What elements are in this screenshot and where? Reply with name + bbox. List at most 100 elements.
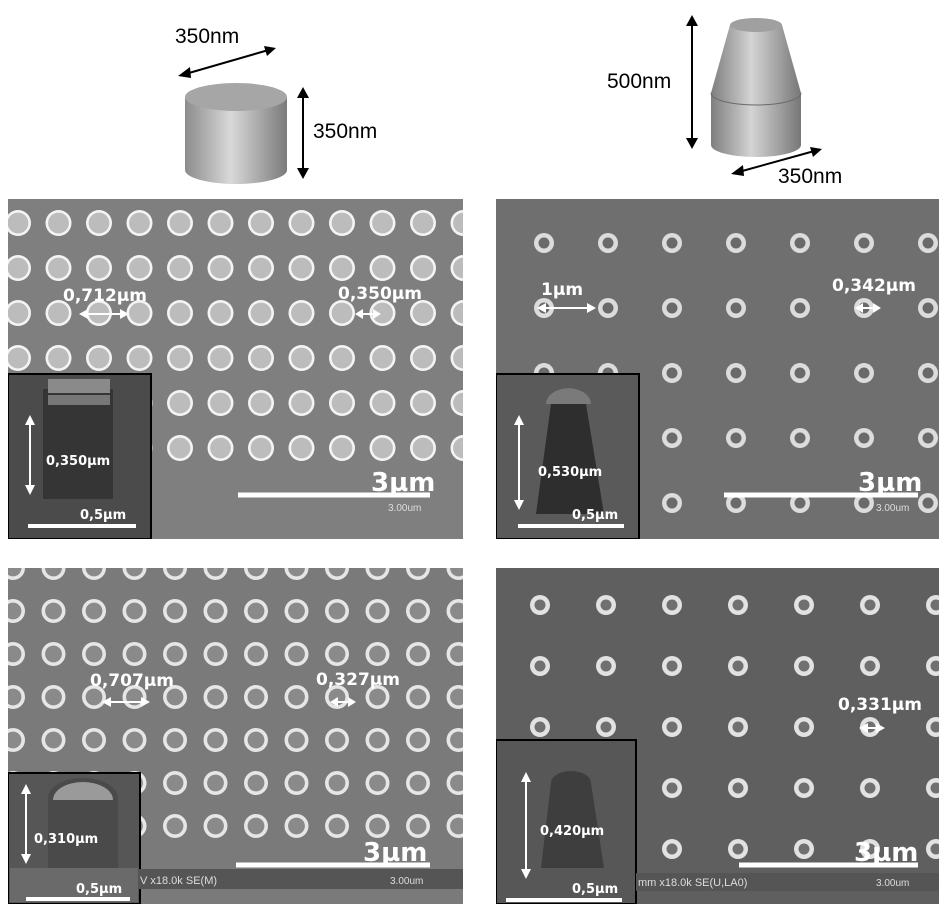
cone-drawing	[686, 15, 822, 176]
pillar-top	[166, 602, 184, 620]
pillar-top	[166, 568, 184, 577]
pillar-top	[369, 817, 386, 835]
pillar-top	[247, 817, 265, 835]
inset-scale-label: 0,5µm	[80, 508, 126, 523]
pillar-top	[169, 302, 191, 324]
pillar-top	[453, 437, 463, 459]
pillar-top	[412, 257, 434, 279]
pillar-top	[288, 817, 305, 835]
pillar-top	[798, 599, 810, 611]
pillar-top	[129, 347, 150, 369]
pillar-top	[453, 347, 463, 369]
pillar-top	[666, 599, 678, 611]
pillar-top	[88, 212, 110, 234]
pillar-top	[453, 302, 463, 324]
pillar-top	[129, 257, 150, 279]
pillar-top	[930, 660, 939, 672]
pillar-top	[85, 688, 103, 706]
pillar-top	[210, 302, 231, 324]
pillar-top	[247, 645, 265, 663]
pillar-top	[48, 212, 69, 234]
pillar-top	[858, 432, 870, 444]
inset-a: 0,350µm 0,5µm	[8, 373, 152, 539]
cylinder-diameter-label: 350nm	[175, 25, 240, 48]
cone-height-label: 500nm	[607, 70, 672, 93]
pillar-top	[48, 347, 69, 369]
pillar-top	[250, 437, 272, 459]
pillar-top	[794, 432, 806, 444]
pillar-top	[45, 731, 62, 749]
pillar-top	[369, 568, 386, 577]
pillar-top	[288, 645, 305, 663]
pillar-top	[372, 257, 393, 279]
pillar-top	[450, 817, 463, 835]
pillar-top	[328, 645, 346, 663]
pitch-label: 1µm	[541, 280, 583, 300]
pillar-top	[45, 602, 62, 620]
pillar-top	[169, 392, 191, 414]
pillar-top	[85, 731, 103, 749]
pillar-top	[207, 688, 224, 706]
pillar-top	[372, 302, 393, 324]
inset-d: 0,420µm 0,5µm	[496, 739, 637, 904]
pillar-top	[666, 432, 678, 444]
sem-panel-c: 0,310µm 0,5µm 0,707µm 0,327µm V x18.0k S…	[8, 568, 463, 904]
pillar-top	[166, 774, 184, 792]
inset-height-label: 0,350µm	[46, 454, 110, 469]
pillar-top	[666, 660, 678, 672]
cylinder-height-label: 350nm	[313, 120, 378, 143]
pillar-top	[291, 212, 312, 234]
pillar-top	[732, 721, 744, 733]
pillar-top	[730, 432, 742, 444]
pillar-top	[538, 237, 550, 249]
pillar-top	[930, 599, 939, 611]
pillar-top	[210, 392, 231, 414]
scale-bar-label: 3µm	[858, 468, 922, 498]
inset-height-label: 0,530µm	[538, 465, 602, 480]
scale-bar-small-label: 3.00um	[876, 503, 909, 514]
sem-image-a: 0,350µm 0,5µm 0,712µm 0,350µm 3µm 3.00um	[8, 199, 463, 539]
pillar-top	[331, 437, 353, 459]
pillar-top	[85, 645, 103, 663]
pillar-top	[328, 602, 346, 620]
pillar-top	[129, 302, 150, 324]
pillar-top	[372, 437, 393, 459]
pillar-top	[732, 660, 744, 672]
pillar-top	[8, 212, 29, 234]
scale-bar-small-label: 3.00um	[876, 878, 909, 889]
scale-bar-label: 3µm	[363, 838, 427, 868]
pillar-top	[369, 602, 386, 620]
pillar-top	[8, 302, 29, 324]
pillar-top	[85, 568, 103, 577]
pillar-top	[412, 392, 434, 414]
pillar-top	[45, 688, 62, 706]
pillar-top	[732, 599, 744, 611]
cylinder-drawing	[178, 46, 309, 184]
pillar-top	[291, 437, 312, 459]
sem-image-d: 0,420µm 0,5µm 0,331µm mm x18.0k SE(U,LA0…	[496, 568, 939, 904]
pillar-top	[794, 237, 806, 249]
pillar-top	[409, 688, 427, 706]
pillar-top	[732, 843, 744, 855]
pillar-top	[166, 688, 184, 706]
pillar-top	[207, 645, 224, 663]
pillar-top	[666, 782, 678, 794]
pillar-top	[666, 843, 678, 855]
pillar-top	[453, 212, 463, 234]
scale-bar-small-label: 3.00um	[388, 503, 421, 514]
pillar-top	[412, 212, 434, 234]
diameter-label: 0,331µm	[838, 695, 922, 715]
pillar-top	[858, 367, 870, 379]
pillar-top	[250, 212, 272, 234]
pillar-top	[288, 568, 305, 577]
diameter-label: 0,342µm	[832, 276, 916, 296]
pillar-top	[864, 660, 876, 672]
pillar-top	[8, 688, 22, 706]
pillar-top	[288, 602, 305, 620]
pillar-top	[864, 599, 876, 611]
pillar-top	[369, 688, 386, 706]
inset-height-label: 0,310µm	[34, 832, 98, 847]
inset-scale-label: 0,5µm	[572, 508, 618, 523]
pillar-top	[450, 645, 463, 663]
pillar-top	[798, 660, 810, 672]
